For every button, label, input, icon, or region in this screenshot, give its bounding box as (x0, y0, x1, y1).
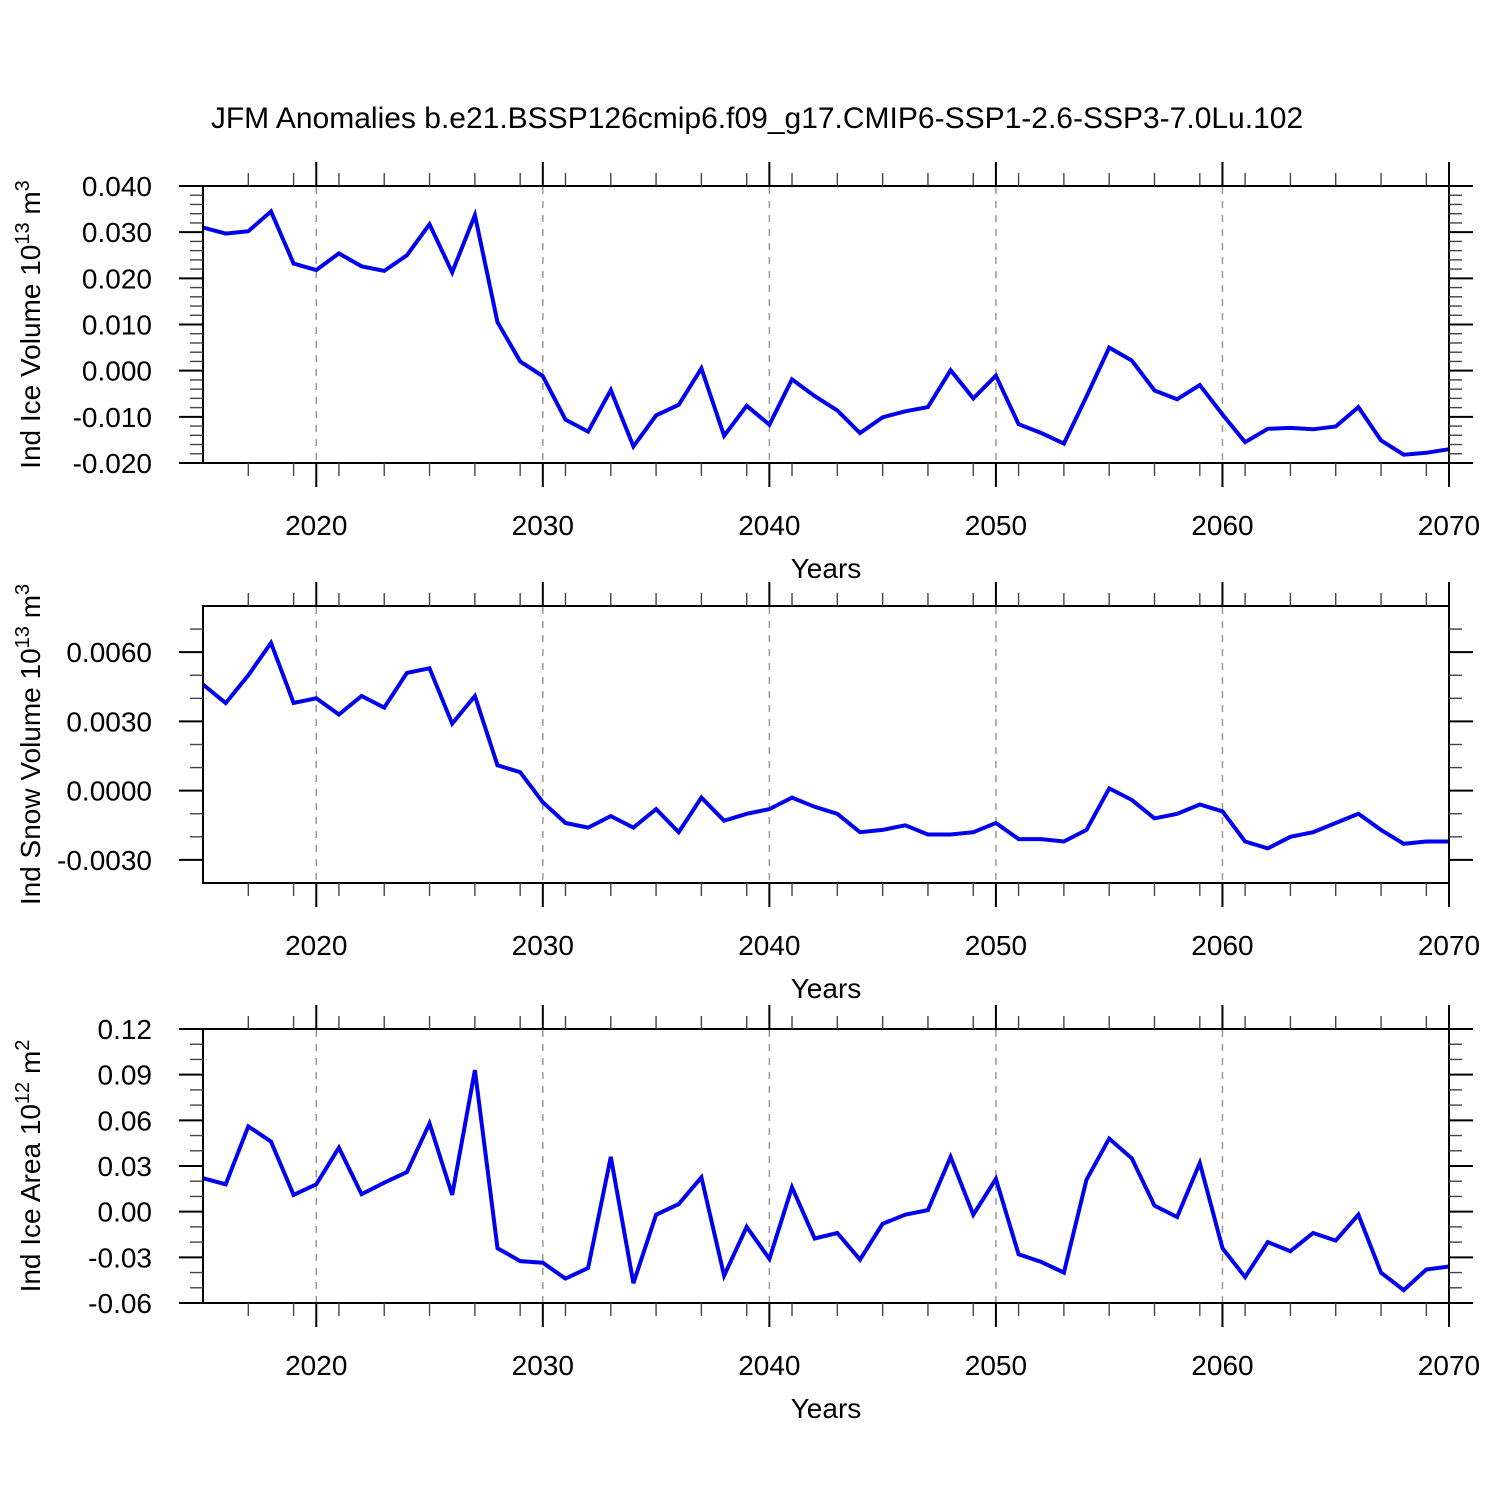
x-tick-label: 2040 (738, 510, 800, 541)
y-tick-label: 0.000 (82, 356, 152, 387)
x-tick-label: 2030 (512, 1350, 574, 1381)
series-line (202, 1069, 1450, 1293)
x-tick-label: 2060 (1191, 930, 1253, 961)
x-axis-title: Years (791, 1393, 862, 1424)
chart-title: JFM Anomalies b.e21.BSSP126cmip6.f09_g17… (210, 102, 1304, 135)
y-tick-label: 0.03 (98, 1151, 153, 1182)
x-tick-label: 2020 (285, 510, 347, 541)
x-tick-label: 2020 (285, 1350, 347, 1381)
y-tick-label: 0.040 (82, 171, 152, 202)
y-tick-label: -0.020 (73, 448, 152, 479)
y-tick-label: 0.0000 (66, 776, 152, 807)
y-tick-label: 0.09 (98, 1060, 153, 1091)
panel-2: 0.0060 0.0030 0.0000 -0.0030 2020 2030 2040 205… (12, 582, 1480, 1004)
x-axis-title: Years (791, 973, 862, 1004)
y-tick-label: -0.03 (88, 1242, 152, 1273)
x-tick-label: 2040 (738, 1350, 800, 1381)
y-tick-label: 0.0060 (66, 637, 152, 668)
x-axis-title: Years (791, 553, 862, 584)
y-tick-label: 0.010 (82, 310, 152, 341)
x-tick-label: 2050 (965, 930, 1027, 961)
y-tick-label: 0.030 (82, 217, 152, 248)
y-tick-label: 0.06 (98, 1105, 153, 1136)
y-tick-label: -0.0030 (57, 845, 152, 876)
plot-border (202, 605, 1450, 884)
x-tick-label: 2050 (965, 1350, 1027, 1381)
y-tick-label: 0.12 (98, 1014, 153, 1045)
plot-border (202, 1028, 1450, 1304)
y-tick-label: -0.06 (88, 1288, 152, 1319)
y-tick-label: 0.00 (98, 1197, 153, 1228)
x-tick-label: 2020 (285, 930, 347, 961)
x-tick-label: 2050 (965, 510, 1027, 541)
panel-3: 0.12 0.09 0.06 0.03 0.00 -0.03 -0.06 2020 2030 20… (12, 1005, 1480, 1424)
series-line (201, 638, 1449, 851)
series-line (202, 208, 1450, 457)
y-tick-label: 0.020 (82, 263, 152, 294)
x-tick-label: 2060 (1191, 510, 1253, 541)
x-tick-label: 2070 (1418, 1350, 1480, 1381)
y-axis-title: Ind Ice Area 1012 m2 (12, 1040, 46, 1293)
y-axis-title: Ind Ice Volume 1013 m3 (12, 180, 46, 469)
y-tick-label: -0.010 (73, 402, 152, 433)
x-tick-label: 2040 (738, 930, 800, 961)
y-tick-label: 0.0030 (66, 706, 152, 737)
x-tick-label: 2070 (1418, 930, 1480, 961)
y-axis-title: Ind Snow Volume 1013 m3 (12, 584, 46, 905)
panel-1: 0.040 0.030 0.020 0.010 0.000 -0.010 -0.020 202… (12, 162, 1480, 584)
x-tick-label: 2030 (512, 930, 574, 961)
x-tick-label: 2060 (1191, 1350, 1253, 1381)
x-tick-label: 2070 (1418, 510, 1480, 541)
plot-border (202, 185, 1450, 464)
x-tick-label: 2030 (512, 510, 574, 541)
